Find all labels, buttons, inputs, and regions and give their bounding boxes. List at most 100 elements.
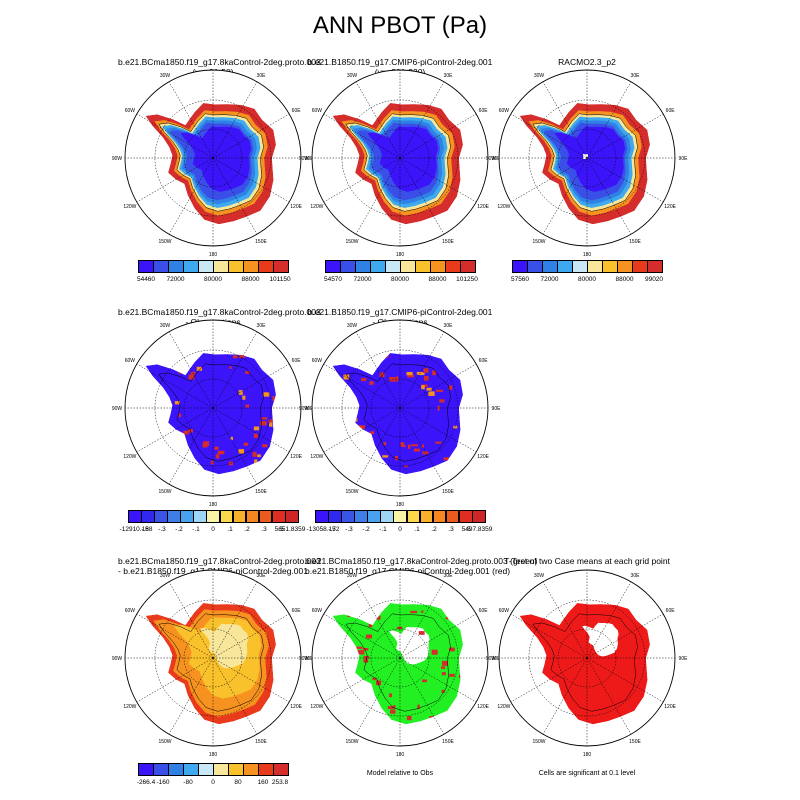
lon-label: 30E [631,73,641,79]
graticule [312,570,488,746]
lon-label: 90W [299,406,310,412]
colorbar-label: .1 [227,526,233,533]
lon-label: 30E [257,73,267,79]
colorbar-label: .5 [278,526,284,533]
coastline [158,613,264,712]
colorbar-swatch [415,260,431,273]
panel-title-line: T-Test of two Case means at each grid po… [504,556,670,566]
lon-label: 30W [160,73,171,79]
lon-label: 90W [486,656,497,662]
lon-label: 150E [442,739,454,745]
graticule [312,320,488,496]
lon-label: 30W [534,73,545,79]
lon-label: 150W [158,739,171,745]
lon-label: 120W [497,704,510,710]
lon-label: 30W [160,573,171,579]
panel-title: T-Test of two Case means at each grid po… [492,556,682,567]
lon-label: 60E [479,358,489,364]
colorbar-label: 88000 [241,276,260,283]
polar-map: 30E 60E 90E 120E 150E 180 150W 120W 90W 60W 30W [112,69,314,258]
lon-label: 30E [444,73,454,79]
lon-label: 150E [255,489,267,495]
colorbar: 57560 72000 80000 88000 99020 [510,260,663,286]
colorbar-label: -.1 [192,526,200,533]
colorbar-swatch [471,510,486,523]
lon-label: 60W [125,608,136,614]
colorbar-swatch [168,763,184,776]
colorbar: -12910.188 -.5 -.3 -.2 -.1 0 .1 .2 .3 .5 5651.8359 [120,510,305,536]
lon-label: 30W [347,573,358,579]
map-field [145,103,276,225]
colorbar-label: -.3 [345,526,353,533]
colorbar-swatch [258,763,274,776]
colorbar-label: -.1 [379,526,387,533]
lon-label: 180 [209,752,218,758]
coastline [532,613,638,712]
colorbar-swatch [367,510,381,523]
panel-title-line: b.e21.B1850.f19_g17.CMIP6-piControl-2deg… [307,307,493,317]
panel-title: RACMO2.3_p2 [492,57,682,68]
lon-label: 60W [312,358,323,364]
lon-label: 150W [345,239,358,245]
colorbar-swatch [206,510,221,523]
colorbar-swatch [632,260,648,273]
lon-label: 180 [396,252,405,258]
colorbar-swatch [602,260,618,273]
colorbar-label: 88000 [428,276,447,283]
colorbar-swatch [198,763,214,776]
graticule [125,570,301,746]
colorbar-label: -80 [183,779,193,786]
panel-title-line: b.e21.BCma1850.f19_g17.8kaControl-2deg.p… [118,57,321,67]
lon-label: 90E [492,406,502,412]
lon-label: 120E [477,704,489,710]
colorbar-swatch [273,260,289,273]
colorbar-label: -.2 [175,526,183,533]
colorbar-swatch [557,260,573,273]
lon-label: 120E [664,204,676,210]
colorbar-label: 0 [211,526,215,533]
lon-label: 60E [292,608,302,614]
lon-label: 90W [112,656,123,662]
lon-label: 60E [666,108,676,114]
colorbar-swatch [258,510,273,523]
colorbar-label: 72000 [353,276,372,283]
colorbar-label: 80000 [577,276,597,283]
map-field [332,103,463,225]
lon-label: 180 [396,502,405,508]
lon-label: 120W [123,454,136,460]
panel-title-line: b.e21.BCma1850.f19_g17.8kaControl-2deg.p… [118,556,321,566]
colorbar-swatch [243,763,259,776]
colorbar: -266.4 -160 -80 0 80 160 253.8 [137,763,289,789]
colorbar-swatch [572,260,588,273]
colorbar-swatch [228,260,244,273]
lon-label: 150E [629,239,641,245]
colorbar-label: -.5 [328,526,336,533]
lon-label: 120W [497,204,510,210]
colorbar: -13058.172 -.5 -.3 -.2 -.1 0 .1 .2 .3 .5 5497.8359 [307,510,492,536]
colorbar-swatch [168,260,184,273]
colorbar-label: 101150 [269,276,291,283]
colorbar-swatch [138,260,154,273]
lon-label: 180 [209,252,218,258]
colorbar-label: 57560 [510,276,530,283]
colorbar-swatch [138,763,154,776]
colorbar-label: 72000 [540,276,559,283]
lon-label: 30W [347,73,358,79]
lon-label: 150W [158,239,171,245]
panel-note: Model relative to Obs [366,770,434,777]
lon-label: 90E [492,156,502,162]
colorbar-label: .3 [448,526,454,533]
coastline [158,113,264,212]
colorbar-swatch [587,260,603,273]
lon-label: 120E [290,704,302,710]
colorbar-swatch [243,260,259,273]
polar-map: 30E 60E 90E 120E 150E 180 150W 120W 90W 60W 30W [299,569,501,758]
lon-label: 60E [666,608,676,614]
colorbar-label: .2 [431,526,437,533]
polar-map: 30E 60E 90E 120E 150E 180 150W 120W 90W 60W 30W [112,569,314,758]
lon-label: 150E [255,239,267,245]
lon-label: 120W [123,204,136,210]
colorbar-swatch [258,260,274,273]
colorbar-swatch [380,510,395,523]
colorbar-label: 253.8 [271,779,289,786]
